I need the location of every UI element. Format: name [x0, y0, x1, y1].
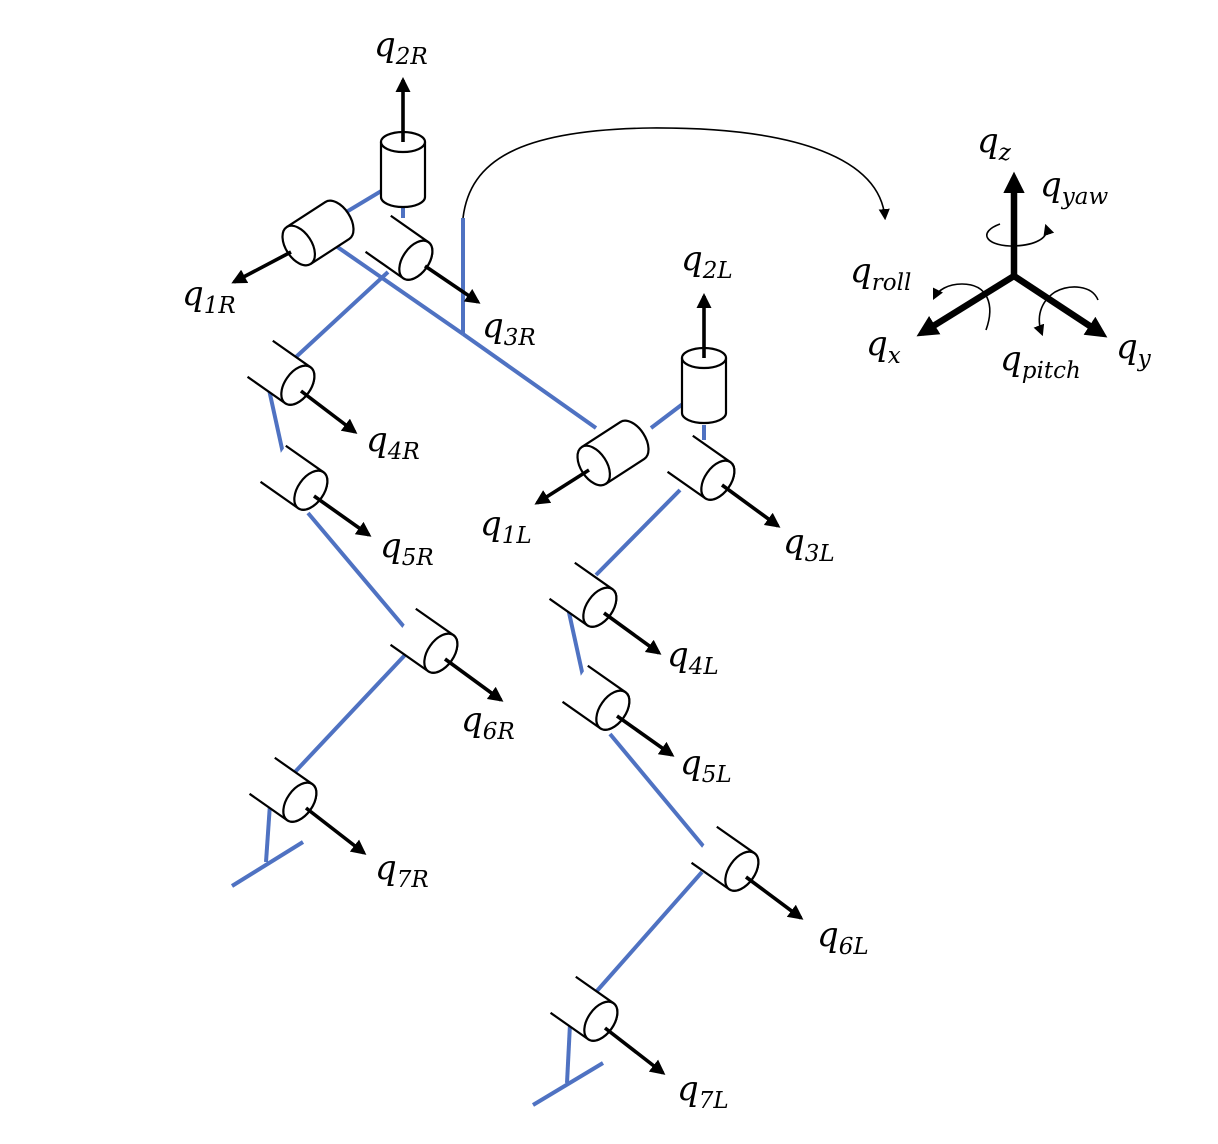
joint-q1R-cylinder: [281, 199, 355, 267]
joint-q4R-cylinder: [246, 339, 316, 406]
joint-q2L-cylinder: [680, 346, 728, 425]
joint-labels: q2R q1R q3R q4R q5R q6R q7R q2L q1L q3L …: [182, 25, 869, 1114]
label-qroll: qroll: [850, 251, 911, 296]
roll-rotation-icon: [932, 283, 991, 331]
joint-q5L-cylinder: [561, 664, 631, 731]
yaw-rotation-icon: [986, 223, 1055, 247]
label-q7R: q7R: [375, 848, 429, 893]
label-q5R: q5R: [380, 526, 434, 571]
joint-q4L-cylinder: [548, 561, 618, 628]
label-q6R: q6R: [461, 700, 515, 745]
label-q5L: q5L: [680, 743, 732, 788]
right-leg-links: [230, 176, 598, 888]
joint-q5R-cylinder: [259, 444, 329, 511]
label-q6L: q6L: [817, 915, 869, 960]
label-q4L: q4L: [667, 635, 719, 680]
label-qy: qy: [1116, 327, 1152, 372]
label-q4R: q4R: [366, 420, 420, 465]
label-qpitch: qpitch: [1000, 339, 1081, 384]
left-leg-links: [531, 401, 706, 1107]
label-qz: qz: [977, 121, 1012, 166]
label-q3L: q3L: [783, 522, 835, 567]
joint-q6R-cylinder: [389, 607, 459, 674]
joint-q7R-cylinder: [248, 756, 318, 823]
joint-q2R-cylinder: [379, 130, 427, 209]
frame-labels: qz qyaw qroll qx qpitch qy: [850, 121, 1152, 384]
label-q1R: q1R: [182, 274, 236, 319]
joint-q1L-cylinder: [576, 419, 650, 487]
label-qyaw: qyaw: [1040, 165, 1108, 210]
label-q1L: q1L: [480, 504, 532, 549]
joint-q6L-cylinder: [690, 825, 760, 892]
reference-frame: [916, 171, 1108, 338]
label-q3R: q3R: [482, 306, 536, 351]
label-q7L: q7L: [677, 1069, 729, 1114]
joint-q3L-cylinder: [666, 434, 736, 501]
label-q2R: q2R: [374, 25, 428, 70]
mapping-arc-arrow: [462, 127, 890, 221]
label-q2L: q2L: [681, 239, 733, 284]
label-qx: qx: [866, 324, 901, 369]
pitch-rotation-icon: [1033, 286, 1099, 337]
joint-q3R-cylinder: [364, 214, 434, 281]
joint-axis-arrows: [231, 76, 804, 1075]
